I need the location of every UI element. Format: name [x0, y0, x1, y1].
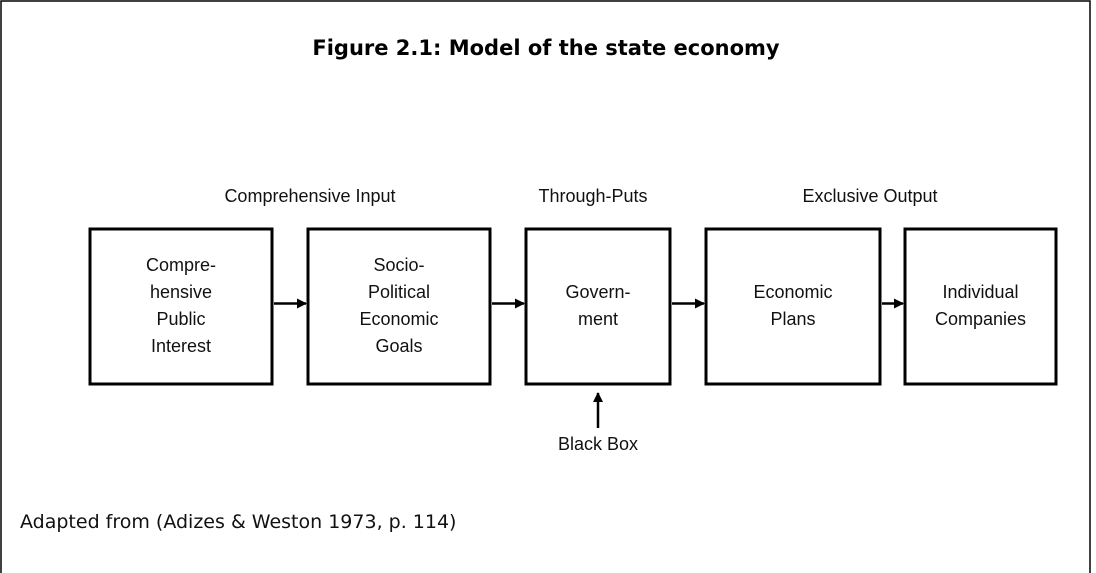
node-box — [306, 227, 492, 386]
node-label: Political — [368, 282, 430, 302]
node-box — [704, 227, 882, 386]
node-label: Public — [156, 309, 205, 329]
black-box-label: Black Box — [558, 434, 638, 454]
node-label: hensive — [150, 282, 212, 302]
node-label: Plans — [770, 309, 815, 329]
node-box — [88, 227, 274, 386]
node-label: Compre- — [146, 255, 216, 275]
node-label: Economic — [753, 282, 832, 302]
title: Figure 2.1: Model of the state economy — [312, 36, 780, 60]
node-label: Interest — [151, 336, 211, 356]
node-label: Individual — [942, 282, 1018, 302]
stage-label: Through-Puts — [538, 186, 647, 206]
stage-label: Exclusive Output — [802, 186, 937, 206]
node-label: ment — [578, 309, 618, 329]
node-label: Socio- — [373, 255, 424, 275]
node-label: Economic — [359, 309, 438, 329]
stage-label: Comprehensive Input — [224, 186, 395, 206]
node-label: Companies — [935, 309, 1026, 329]
node-box — [903, 227, 1058, 386]
node-box — [524, 227, 672, 386]
node-label: Goals — [375, 336, 422, 356]
caption: Adapted from (Adizes & Weston 1973, p. 1… — [20, 511, 456, 533]
node-label: Govern- — [565, 282, 630, 302]
